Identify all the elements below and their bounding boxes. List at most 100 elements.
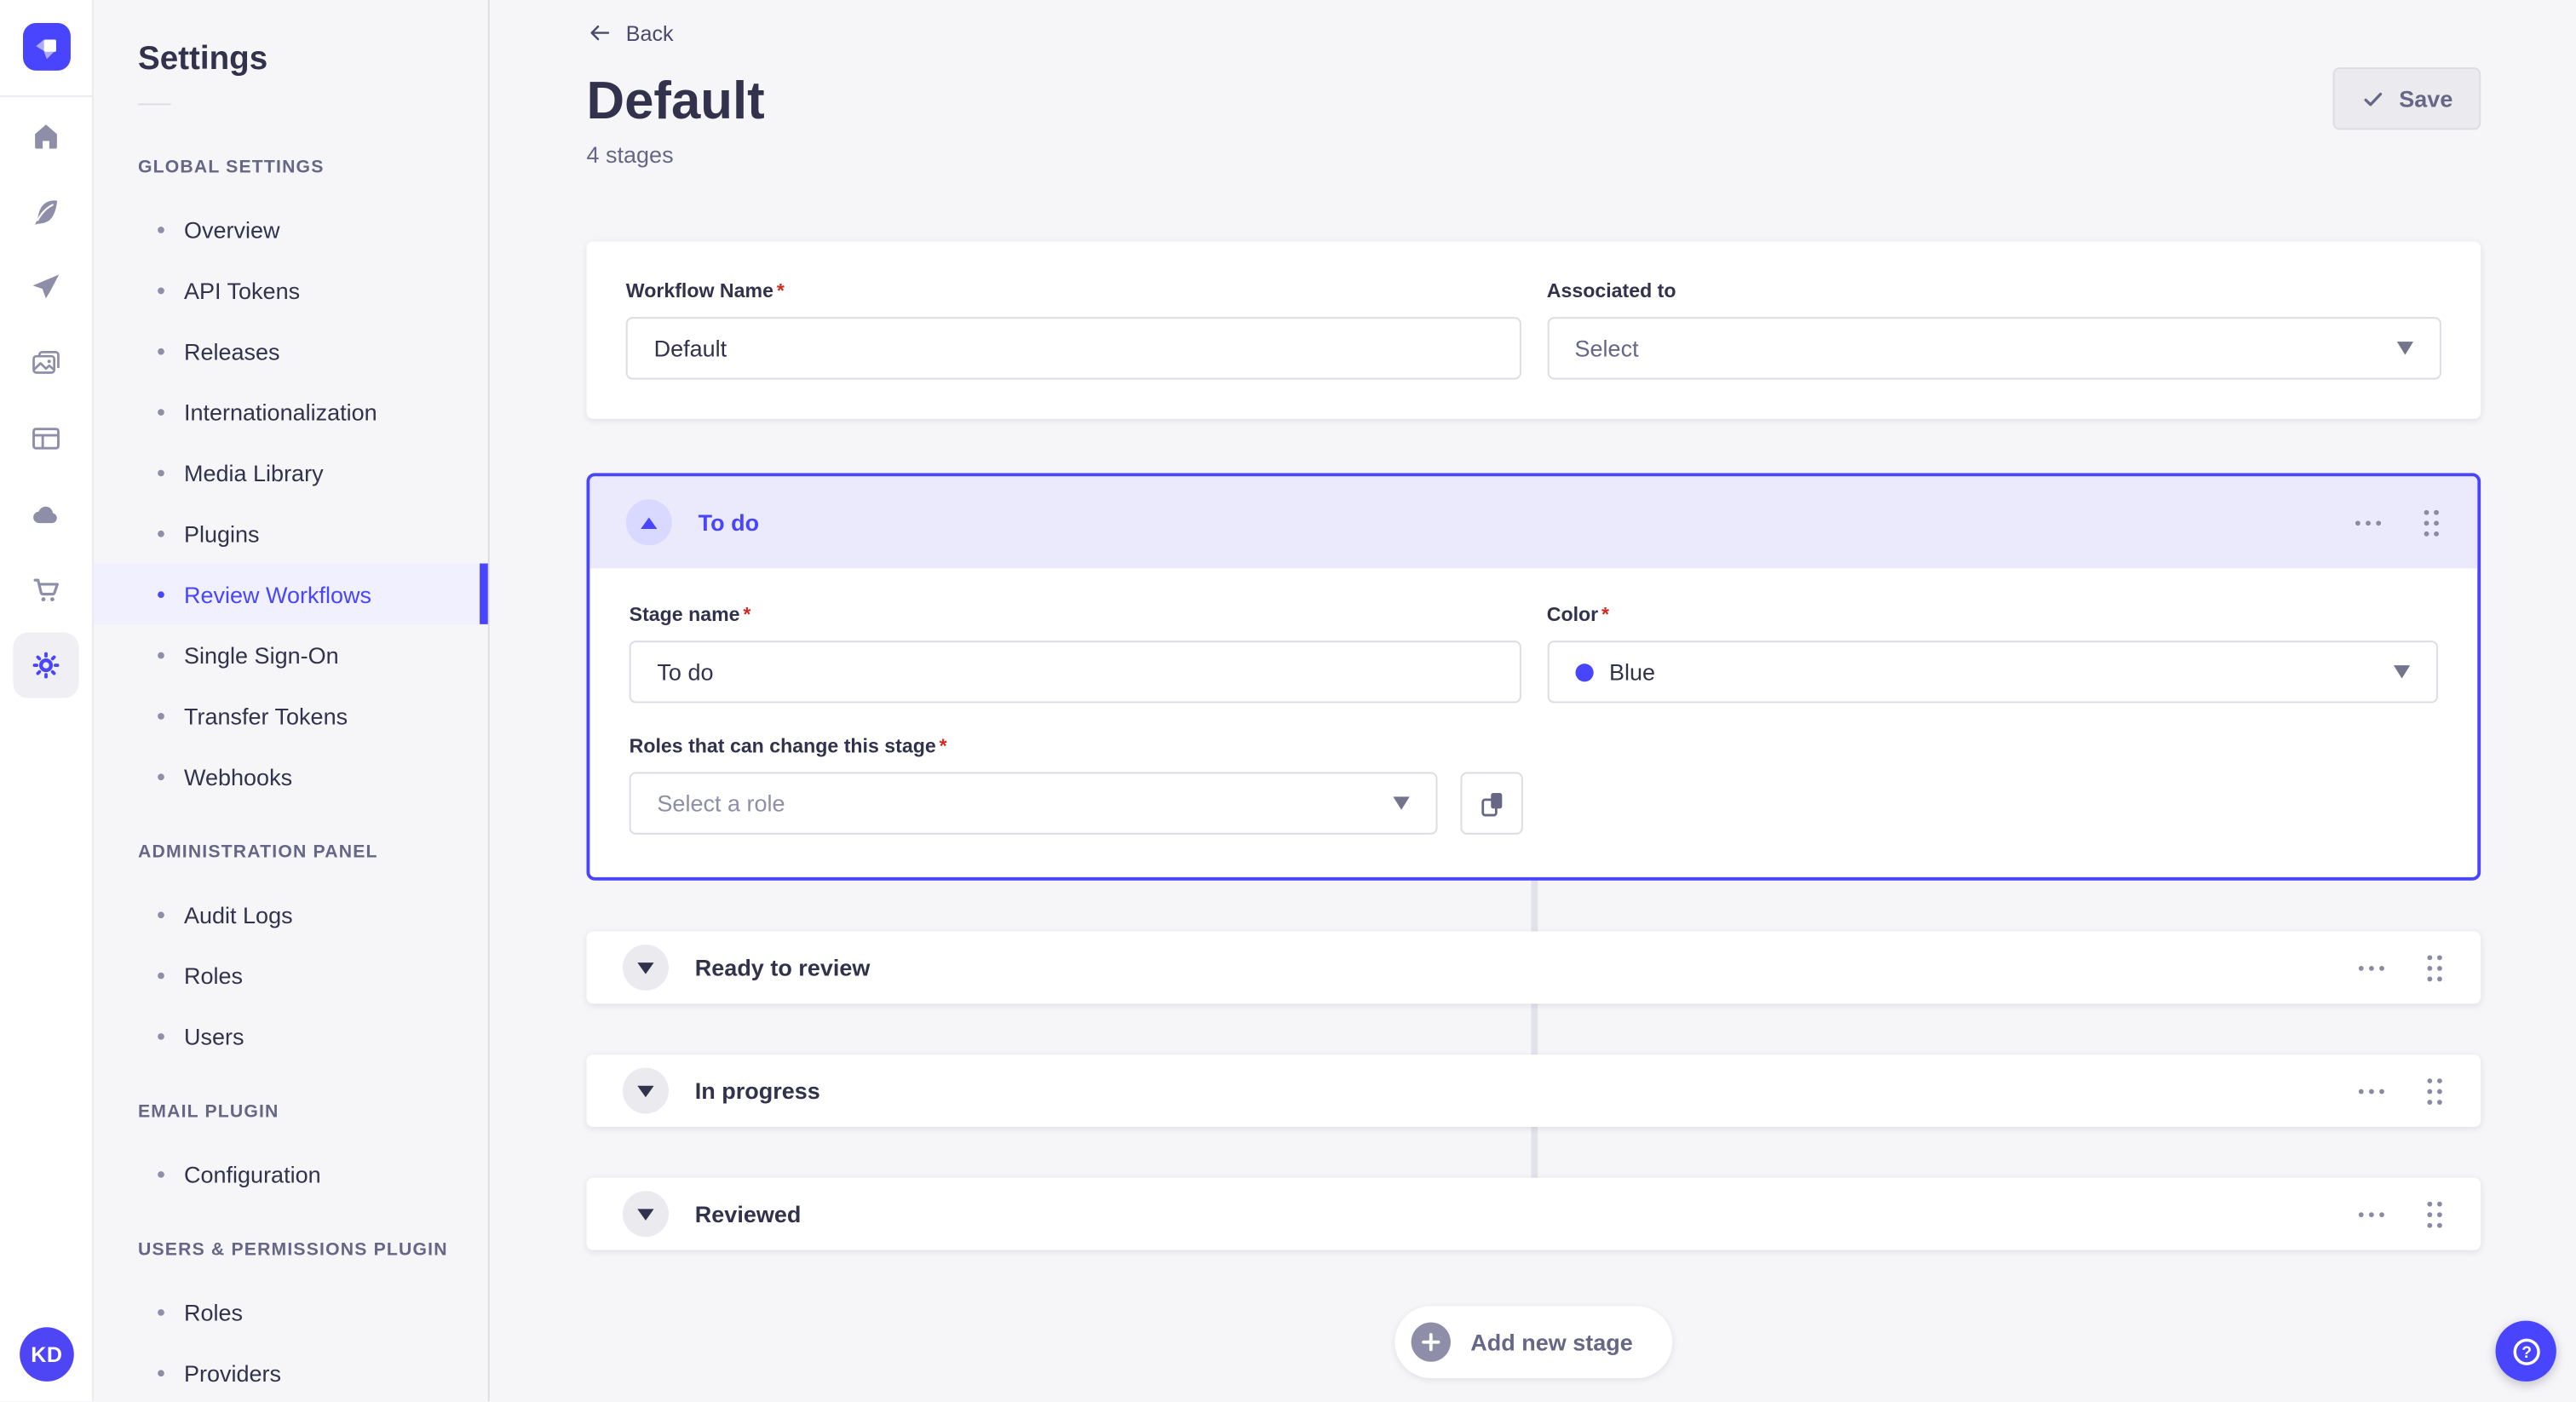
sidebar-item-releases[interactable] — [13, 250, 78, 324]
sidebar-item-up-roles[interactable]: Roles — [94, 1281, 488, 1342]
stage-roles-placeholder: Select a role — [657, 790, 785, 817]
sidebar-item-releases[interactable]: Releases — [94, 320, 488, 381]
sidebar-item-admin-roles[interactable]: Roles — [94, 945, 488, 1005]
duplicate-stage-button[interactable] — [1460, 772, 1523, 835]
sidebar-item-review-workflows[interactable]: Review Workflows — [93, 563, 488, 624]
sidebar-title-divider — [138, 103, 171, 106]
sidebar-item-api-tokens[interactable]: API Tokens — [94, 260, 488, 320]
sidebar-item-label: Media Library — [183, 459, 324, 486]
save-label: Save — [2399, 85, 2453, 112]
sidebar-item-label: API Tokens — [183, 276, 301, 303]
main-content: Back Default Save 4 stages Workflow Name… — [490, 0, 2576, 1401]
section-administration-panel: ADMINISTRATION PANEL Audit Logs Roles Us… — [94, 842, 488, 1066]
sidebar-item-single-sign-on[interactable]: Single Sign-On — [94, 624, 488, 685]
stages-list: To do — [586, 473, 2481, 1379]
sidebar-item-overview[interactable]: Overview — [94, 198, 488, 259]
settings-gear-icon — [32, 652, 60, 679]
expand-toggle-button[interactable] — [622, 1067, 669, 1114]
required-marker: * — [1601, 602, 1610, 626]
bullet-icon — [158, 712, 164, 719]
sidebar-item-label: Roles — [183, 962, 244, 989]
user-avatar[interactable]: KD — [20, 1327, 74, 1382]
stage-header-actions — [2357, 952, 2444, 984]
stage-roles-select[interactable]: Select a role — [629, 772, 1438, 835]
add-new-stage-button[interactable]: Add new stage — [1394, 1306, 1673, 1379]
stage-roles-label: Roles that can change this stage * — [629, 734, 947, 758]
sidebar-item-label: Transfer Tokens — [183, 702, 348, 729]
expand-toggle-button[interactable] — [622, 1191, 669, 1238]
sidebar-item-webhooks[interactable]: Webhooks — [94, 746, 488, 807]
stage-panel-ready-to-review[interactable]: Ready to review — [586, 931, 2481, 1004]
stage-name-label: Stage name * — [629, 602, 751, 626]
bullet-icon — [158, 911, 164, 918]
strapi-logo[interactable] — [22, 22, 70, 71]
bullet-icon — [158, 226, 164, 233]
stage-title: In progress — [694, 1077, 820, 1104]
stage-panel-in-progress[interactable]: In progress — [586, 1054, 2481, 1127]
sidebar-item-email-configuration[interactable]: Configuration — [94, 1143, 488, 1204]
section-heading: USERS & PERMISSIONS PLUGIN — [138, 1240, 448, 1261]
sidebar-item-media-library[interactable]: Media Library — [94, 442, 488, 503]
sidebar-item-home[interactable] — [13, 99, 78, 173]
sidebar-item-admin-users[interactable]: Users — [94, 1005, 488, 1066]
associated-to-select[interactable]: Select — [1546, 317, 2441, 380]
drag-handle-icon[interactable] — [2425, 952, 2445, 984]
stage-to-do-body: Stage name* Color* Blue — [589, 568, 2477, 877]
collapse-toggle-button[interactable] — [625, 499, 672, 546]
more-options-icon[interactable] — [2357, 1210, 2385, 1218]
sidebar-item-transfer-tokens[interactable]: Transfer Tokens — [94, 685, 488, 745]
expand-toggle-button[interactable] — [622, 944, 669, 991]
sidebar-item-content-type-builder[interactable] — [13, 401, 78, 475]
associated-to-label: Associated to — [1546, 279, 1676, 302]
required-marker: * — [939, 734, 947, 758]
strapi-logo-glyph — [35, 39, 55, 60]
workflow-name-input[interactable] — [625, 317, 1521, 380]
required-marker: * — [743, 602, 751, 626]
sidebar-item-label: Plugins — [183, 520, 260, 547]
stage-to-do-header[interactable]: To do — [589, 476, 2478, 569]
sidebar-item-label: Configuration — [183, 1160, 321, 1187]
sidebar-item-label: Webhooks — [183, 762, 293, 790]
stage-name-input[interactable] — [629, 641, 1521, 704]
sidebar-item-deploy[interactable] — [13, 476, 78, 550]
stage-title: Reviewed — [694, 1200, 802, 1227]
workflow-details-card: Workflow Name* Associated to Select — [586, 241, 2481, 419]
back-link[interactable]: Back — [587, 20, 2481, 46]
save-button[interactable]: Save — [2333, 67, 2481, 130]
stage-color-select[interactable]: Blue — [1546, 641, 2438, 704]
sidebar-item-up-providers[interactable]: Providers — [94, 1342, 488, 1401]
drag-handle-icon[interactable] — [2425, 1075, 2445, 1106]
sidebar-item-label: Releases — [183, 337, 280, 365]
bullet-icon — [158, 651, 164, 658]
sidebar-item-audit-logs[interactable]: Audit Logs — [94, 884, 488, 945]
drag-handle-icon[interactable] — [2425, 1198, 2445, 1230]
sidebar-item-internationalization[interactable]: Internationalization — [94, 381, 488, 441]
drag-handle-icon[interactable] — [2422, 507, 2441, 538]
bullet-icon — [158, 1308, 164, 1315]
sidebar-item-settings[interactable] — [13, 632, 79, 698]
stage-header-actions — [2355, 507, 2441, 538]
bullet-icon — [158, 971, 164, 979]
associated-to-value: Select — [1574, 335, 1639, 362]
help-button[interactable]: ? — [2495, 1320, 2556, 1382]
bullet-icon — [158, 347, 164, 354]
more-options-icon[interactable] — [2355, 518, 2383, 526]
sidebar-title: Settings — [138, 41, 268, 78]
chevron-down-icon — [637, 1084, 654, 1097]
cloud-icon — [33, 505, 57, 523]
sidebar-item-media-library[interactable] — [13, 325, 78, 399]
stage-panel-reviewed[interactable]: Reviewed — [586, 1177, 2481, 1250]
media-library-icon — [32, 350, 60, 373]
sidebar-item-label: Roles — [183, 1298, 244, 1325]
more-options-icon[interactable] — [2357, 963, 2385, 972]
check-icon — [2365, 91, 2383, 106]
sidebar-item-marketplace[interactable] — [13, 552, 78, 626]
sidebar-item-plugins[interactable]: Plugins — [94, 503, 488, 563]
sidebar-item-content-manager[interactable] — [13, 174, 78, 248]
settings-sidebar: Settings GLOBAL SETTINGS Overview API To… — [93, 0, 490, 1402]
stage-title: Ready to review — [694, 954, 871, 981]
section-heading: GLOBAL SETTINGS — [138, 158, 325, 178]
more-options-icon[interactable] — [2357, 1087, 2385, 1095]
stage-title: To do — [698, 509, 760, 536]
help-icon: ? — [2512, 1337, 2539, 1365]
